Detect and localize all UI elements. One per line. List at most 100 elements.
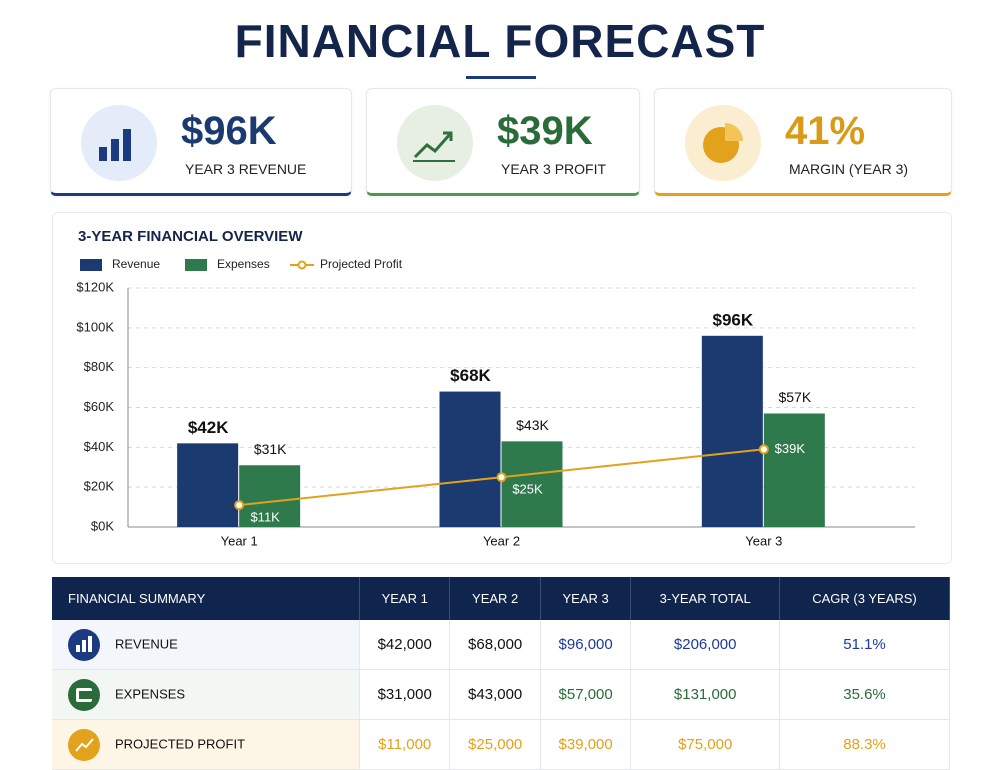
point-label: $39K [775, 441, 806, 456]
y-tick-label: $60K [84, 399, 115, 414]
point-label: $11K [250, 510, 280, 525]
y-tick-label: $0K [91, 518, 114, 533]
cell-text: $31,000 [377, 686, 432, 703]
table-cell: 51.1% [779, 620, 950, 670]
point-label: $25K [512, 482, 543, 497]
cell-text: $43,000 [468, 686, 523, 703]
x-tick-label: Year 2 [483, 533, 520, 548]
bar-value-label: $31K [254, 441, 287, 457]
cell-text: 51.1% [843, 636, 886, 653]
table-cell: 35.6% [779, 669, 950, 720]
table-cell: $43,000 [449, 669, 541, 720]
cell-text: $131,000 [673, 686, 737, 703]
cell-text: $96,000 [558, 636, 613, 653]
bar-value-label: $57K [778, 389, 811, 405]
table-cell: $131,000 [630, 669, 781, 720]
table-row: REVENUE $42,000 $68,000 $96,000 $206,000 51.1… [52, 620, 950, 670]
table-cell: EXPENSES [52, 669, 360, 720]
table-cell: REVENUE [52, 620, 360, 670]
summary-table: FINANCIAL SUMMARY YEAR 1 YEAR 2 YEAR 3 3-YEA… [52, 577, 950, 770]
kpi-icon [81, 105, 157, 181]
legend-label: Projected Profit [320, 257, 403, 271]
legend-label: Revenue [112, 257, 160, 271]
table-cell: $57,000 [540, 669, 632, 720]
kpi-card: 41% MARGIN (YEAR 3) [654, 88, 952, 196]
bar [239, 465, 301, 527]
chart-title: 3-YEAR FINANCIAL OVERVIEW [78, 228, 303, 245]
cell-text: $75,000 [678, 736, 733, 753]
row-icon [68, 728, 100, 761]
kpi-value: 41% [785, 109, 866, 153]
bar-value-label: $96K [713, 310, 754, 329]
table-cell: $206,000 [630, 620, 781, 670]
y-tick-label: $120K [76, 279, 114, 294]
cell-text: PROJECTED PROFIT [115, 735, 246, 751]
table-cell: $42,000 [359, 620, 451, 670]
table-cell: $75,000 [630, 719, 781, 770]
cell-text: EXPENSES [115, 685, 186, 701]
table-cell: $11,000 [359, 719, 451, 770]
line-point [758, 444, 769, 455]
cell-text: $11,000 [378, 736, 432, 753]
y-tick-label: $80K [84, 359, 115, 374]
x-tick-label: Year 1 [221, 533, 258, 548]
x-tick-label: Year 3 [745, 533, 782, 548]
kpi-label: MARGIN (YEAR 3) [789, 161, 909, 177]
kpi-icon [397, 105, 473, 181]
kpi-label: YEAR 3 PROFIT [501, 161, 607, 177]
legend-swatch [185, 259, 207, 271]
table-cell: PROJECTED PROFIT [52, 719, 360, 770]
table-header-cell: YEAR 1 [359, 577, 451, 620]
bar [439, 391, 501, 527]
title-rule [466, 76, 536, 79]
row-icon [68, 678, 100, 711]
table-header-cell: YEAR 2 [449, 577, 541, 620]
bar [177, 443, 239, 527]
bar-value-label: $68K [450, 366, 491, 385]
table-header: FINANCIAL SUMMARY YEAR 1 YEAR 2 YEAR 3 3-YEA… [52, 577, 950, 620]
kpi-value: $39K [497, 109, 593, 153]
table-header-cell: FINANCIAL SUMMARY [52, 577, 360, 620]
table-cell: $96,000 [540, 620, 632, 670]
table-cell: 88.3% [779, 719, 950, 770]
page: {"header": {"title": "FINANCIAL FORECAST… [50, 15, 952, 770]
table-cell: $39,000 [540, 719, 632, 770]
cell-text: 35.6% [843, 686, 886, 703]
chart: 3-YEAR FINANCIAL OVERVIEW $0K $20K $40K $60… [76, 228, 915, 548]
bar-value-label: $42K [188, 418, 229, 437]
chart-panel [52, 212, 952, 564]
cell-text: $68,000 [468, 636, 523, 653]
y-tick-label: $40K [84, 439, 115, 454]
bar [763, 413, 825, 527]
bar [701, 335, 763, 527]
table-cell: $31,000 [359, 669, 451, 720]
cell-text: $57,000 [558, 686, 613, 703]
bar [501, 441, 563, 527]
cell-text: $206,000 [673, 636, 737, 653]
table-header-cell: YEAR 3 [540, 577, 632, 620]
legend-label: Expenses [217, 257, 270, 271]
table-cell: $68,000 [449, 620, 541, 670]
cell-text: $25,000 [468, 736, 523, 753]
kpi-card: $39K YEAR 3 PROFIT [366, 88, 640, 196]
table-row: EXPENSES $31,000 $43,000 $57,000 $131,000 35.… [52, 669, 950, 720]
table-cell: $25,000 [449, 719, 541, 770]
table-header-cell: CAGR (3 YEARS) [779, 577, 950, 620]
legend-swatch [80, 259, 102, 271]
cell-text: $42,000 [377, 636, 432, 653]
bar-value-label: $43K [516, 417, 549, 433]
kpi-icon [685, 105, 761, 181]
kpi-label: YEAR 3 REVENUE [185, 161, 307, 177]
y-tick-label: $100K [76, 319, 114, 334]
cell-text: REVENUE [115, 635, 178, 651]
line-point [496, 472, 507, 483]
cell-text: 88.3% [843, 736, 886, 753]
legend-swatch [297, 260, 307, 270]
table-header-cell: 3-YEAR TOTAL [630, 577, 781, 620]
kpi-value: $96K [181, 109, 277, 153]
y-tick-label: $20K [84, 479, 115, 494]
page-title: FINANCIAL FORECAST [234, 15, 766, 67]
row-icon [68, 628, 100, 661]
kpi-card: $96K YEAR 3 REVENUE [50, 88, 352, 196]
line-point [234, 500, 245, 511]
